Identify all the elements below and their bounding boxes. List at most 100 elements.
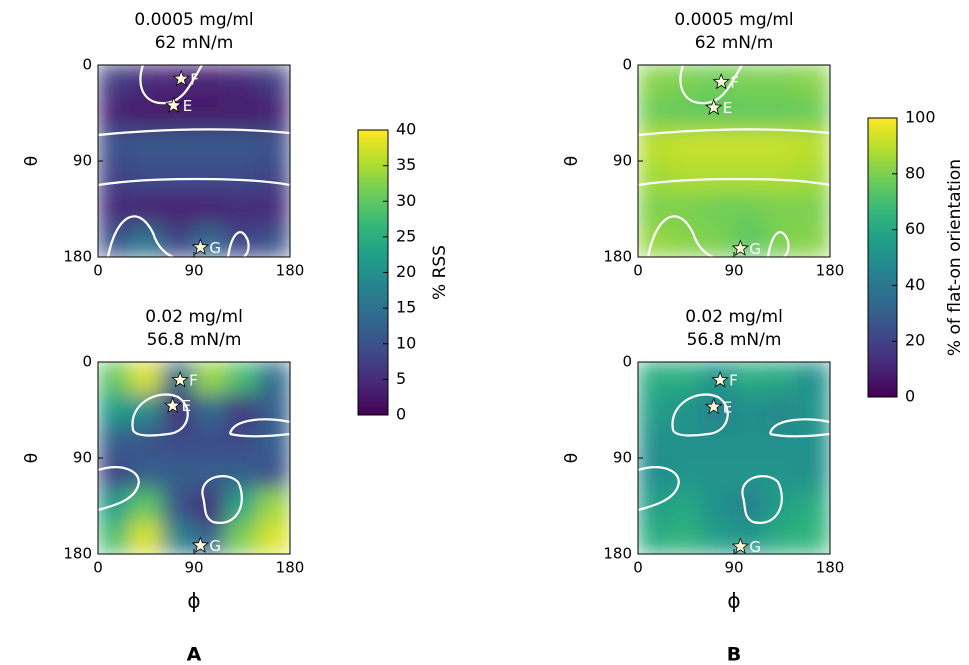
heatmap: [98, 362, 290, 554]
y-axis-label: θ: [22, 453, 42, 463]
colorbar-tick-label: 80: [905, 163, 925, 182]
heat-cell: [161, 521, 195, 554]
panel-title: 0.02 mg/ml: [145, 307, 243, 327]
heat-cell: [733, 160, 767, 194]
heat-cell: [129, 393, 163, 427]
marker-star: [191, 238, 210, 255]
contour: [671, 393, 729, 437]
heat-cell: [733, 457, 767, 491]
heat-cell: [638, 393, 671, 427]
y-axis-label: θ: [562, 453, 582, 463]
heat-cell: [225, 224, 259, 257]
heat-cell: [765, 521, 799, 554]
heat-cell: [669, 489, 703, 523]
marker-label: G: [209, 239, 221, 257]
heat-cell: [98, 521, 131, 554]
contour: [638, 466, 680, 512]
marker-star: [705, 98, 723, 116]
colorbar-tick-label: 20: [396, 262, 416, 281]
y-axis-label: θ: [562, 156, 582, 166]
heatmap-cells: [98, 362, 290, 554]
heat-cell: [797, 160, 830, 194]
heat-cell: [257, 160, 290, 194]
heat-cell: [701, 393, 735, 427]
contour: [638, 128, 830, 137]
colorbar: [867, 117, 898, 398]
marker-label: G: [749, 538, 761, 556]
x-tick-label: 180: [816, 559, 845, 577]
heat-cell: [257, 521, 290, 554]
heat-cell: [193, 393, 227, 427]
heat-cell: [129, 192, 163, 226]
heat-cell: [669, 362, 703, 395]
heat-cell: [193, 128, 227, 162]
heat-cell: [161, 224, 195, 257]
contour: [228, 418, 290, 438]
marker-label: G: [749, 240, 761, 258]
heat-cell: [161, 489, 195, 523]
panel-title: 0.02 mg/ml: [685, 307, 783, 327]
colorbar-tick-label: 25: [396, 226, 416, 245]
contour: [98, 466, 140, 512]
heat-cell: [701, 128, 735, 162]
heat-cell: [638, 362, 671, 395]
heat-cell: [797, 362, 830, 395]
y-axis-label: θ: [22, 156, 42, 166]
heat-cell: [161, 457, 195, 491]
colorbar-label: % of flat-on orientation: [945, 159, 965, 356]
y-tick-label: 180: [63, 545, 92, 563]
heat-cell: [193, 192, 227, 226]
heat-cell: [733, 425, 767, 459]
heat-cell: [765, 362, 799, 395]
panel-title: 56.8 mN/m: [687, 330, 782, 350]
heat-cell: [669, 192, 703, 226]
contour: [131, 393, 189, 437]
y-tick-label: 180: [603, 248, 632, 266]
y-tick-label: 0: [622, 353, 632, 371]
panel-label: B: [727, 644, 741, 665]
marker-star: [172, 69, 190, 87]
y-tick-label: 0: [82, 353, 92, 371]
colorbar-tick-label: 40: [905, 275, 925, 294]
heat-cell: [225, 457, 259, 491]
heat-cell: [257, 425, 290, 459]
heat-cell: [797, 457, 830, 491]
heat-cell: [765, 160, 799, 194]
heat-cell: [797, 521, 830, 554]
heat-cell: [701, 192, 735, 226]
heat-cell: [129, 362, 163, 395]
heat-cell: [638, 65, 671, 98]
heat-cell: [669, 128, 703, 162]
marker-star: [731, 239, 750, 256]
heat-cell: [638, 224, 671, 257]
marker-star: [711, 370, 729, 388]
heat-cell: [733, 96, 767, 130]
contour: [226, 231, 250, 257]
heat-cell: [733, 192, 767, 226]
colorbar-tick-label: 40: [396, 120, 416, 139]
y-tick-label: 180: [63, 248, 92, 266]
heat-cell: [733, 128, 767, 162]
x-axis-label: ϕ: [727, 589, 740, 613]
y-tick-label: 0: [622, 56, 632, 74]
marker-star: [731, 537, 750, 554]
heat-cell: [161, 160, 195, 194]
heat-cell: [669, 224, 703, 257]
heat-cell: [98, 457, 131, 491]
y-tick-label: 90: [613, 449, 632, 467]
contour: [98, 177, 290, 187]
contour: [766, 231, 790, 257]
heat-cell: [638, 457, 671, 491]
heat-cell: [257, 96, 290, 130]
y-tick-label: 0: [82, 56, 92, 74]
contour: [679, 65, 743, 105]
heat-cell: [733, 489, 767, 523]
heat-cell: [129, 160, 163, 194]
heat-cell: [129, 128, 163, 162]
contour: [741, 475, 783, 524]
heat-cell: [701, 160, 735, 194]
panel-title: 0.0005 mg/ml: [134, 10, 253, 30]
marker-label: F: [190, 70, 199, 88]
heat-cell: [129, 65, 163, 98]
contour: [98, 128, 290, 137]
